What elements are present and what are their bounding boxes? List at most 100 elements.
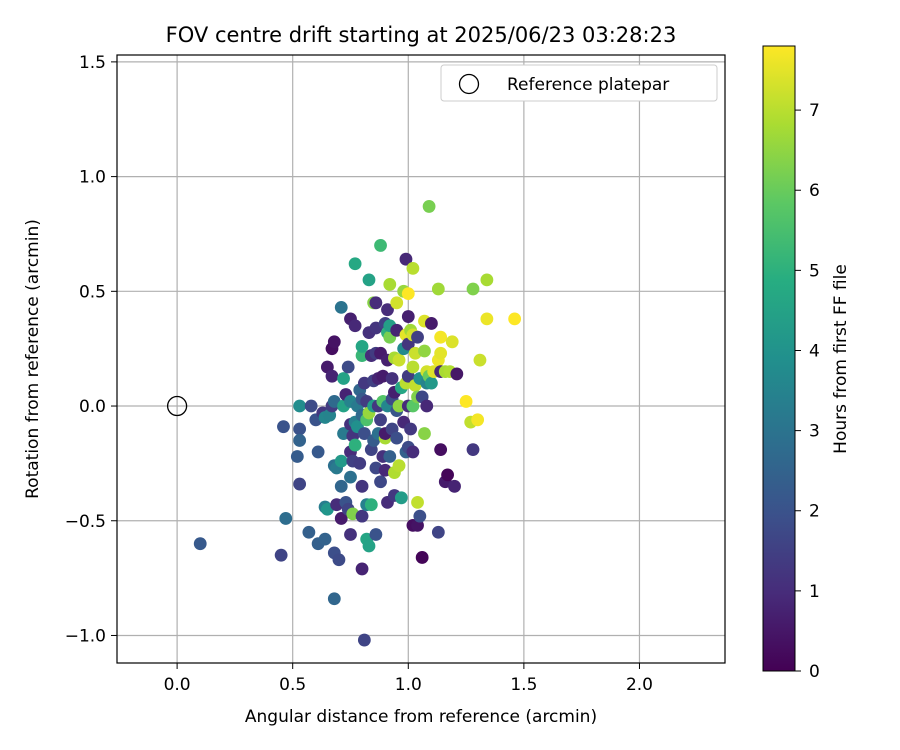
scatter-point xyxy=(480,312,494,326)
scatter-point xyxy=(385,372,399,385)
scatter-point xyxy=(431,282,445,296)
scatter-point xyxy=(418,344,431,358)
scatter-point xyxy=(394,491,408,505)
scatter-point xyxy=(471,413,485,427)
colorbar-tick-label: 0 xyxy=(809,662,820,682)
scatter-point xyxy=(480,273,494,287)
scatter-point xyxy=(348,438,362,452)
scatter-point xyxy=(318,532,332,546)
scatter-point xyxy=(390,431,404,445)
scatter-point xyxy=(425,376,438,390)
colorbar-tick-label: 7 xyxy=(809,101,820,121)
scatter-point xyxy=(425,317,438,330)
y-axis-label: Rotation from reference (arcmin) xyxy=(23,219,43,499)
scatter-point xyxy=(374,475,387,489)
scatter-point xyxy=(357,633,371,647)
scatter-point xyxy=(332,553,346,567)
scatter-point xyxy=(434,443,448,457)
scatter-point xyxy=(399,252,413,266)
scatter-point xyxy=(337,372,350,385)
y-tick-label: 0.5 xyxy=(79,282,106,302)
scatter-point xyxy=(466,282,480,296)
scatter-point xyxy=(327,592,341,606)
scatter-point xyxy=(348,257,362,271)
scatter-point xyxy=(390,296,404,310)
scatter-point xyxy=(293,434,307,447)
x-tick-label: 1.0 xyxy=(395,675,422,695)
scatter-point xyxy=(466,443,480,457)
scatter-point xyxy=(341,360,355,374)
scatter-point xyxy=(441,468,454,482)
x-tick-label: 2.0 xyxy=(626,675,653,695)
colorbar-tick-label: 5 xyxy=(809,261,820,281)
colorbar-tick-label: 4 xyxy=(809,341,820,361)
y-tick-label: 0.0 xyxy=(79,397,106,417)
colorbar-tick-label: 6 xyxy=(809,181,820,201)
scatter-point xyxy=(274,548,288,562)
x-tick-label: 1.5 xyxy=(510,675,537,695)
scatter-point xyxy=(369,528,383,541)
scatter-point xyxy=(304,399,318,413)
x-axis-ticks: 0.0 0.5 1.0 1.5 2.0 xyxy=(164,663,653,695)
scatter-point xyxy=(355,509,369,523)
scatter-point xyxy=(374,239,387,252)
scatter-point xyxy=(334,512,348,525)
scatter-point xyxy=(362,273,376,287)
plot-frame xyxy=(116,54,726,664)
scatter-point xyxy=(369,296,383,310)
scatter-point xyxy=(406,360,420,374)
scatter-point xyxy=(381,303,394,317)
legend-open-circle-icon xyxy=(458,73,480,95)
scatter-point xyxy=(401,287,415,301)
scatter-point xyxy=(348,319,362,333)
legend: Reference platepar xyxy=(440,64,718,102)
scatter-point xyxy=(383,278,397,291)
colorbar-tick-label: 3 xyxy=(809,422,820,442)
scatter-point xyxy=(364,498,378,512)
scatter-point xyxy=(355,349,369,362)
y-tick-label: 1.0 xyxy=(79,168,106,188)
scatter-point xyxy=(325,369,339,383)
scatter-point xyxy=(293,422,307,436)
y-axis-ticks: −1.0 −0.5 0.0 0.5 1.0 1.5 xyxy=(65,53,117,646)
scatter-point xyxy=(448,479,461,493)
x-tick-label: 0.5 xyxy=(279,675,306,695)
reference-marker-group xyxy=(166,395,188,417)
scatter-point xyxy=(413,509,427,523)
chart-title: FOV centre drift starting at 2025/06/23 … xyxy=(166,23,677,47)
scatter-points xyxy=(193,200,522,647)
scatter-point xyxy=(290,450,304,463)
scatter-point xyxy=(459,395,473,408)
scatter-point xyxy=(508,312,522,326)
scatter-point xyxy=(401,310,415,323)
scatter-point xyxy=(193,537,207,551)
scatter-point xyxy=(277,420,290,434)
scatter-point xyxy=(334,454,348,468)
colorbar-tick-label: 1 xyxy=(809,582,820,602)
scatter-point xyxy=(420,399,434,413)
scatter-point xyxy=(415,551,429,564)
y-tick-label: −1.0 xyxy=(65,626,106,646)
scatter-point xyxy=(362,539,376,553)
scatter-point xyxy=(327,335,341,349)
scatter-point xyxy=(383,450,397,463)
x-axis-label: Angular distance from reference (arcmin) xyxy=(245,707,597,727)
legend-box xyxy=(440,64,718,102)
scatter-point xyxy=(422,200,436,213)
legend-label: Reference platepar xyxy=(507,75,669,95)
scatter-point xyxy=(411,330,424,344)
scatter-point xyxy=(353,456,367,470)
scatter-point xyxy=(404,422,417,436)
grid-lines xyxy=(117,55,725,663)
scatter-point xyxy=(418,427,431,440)
scatter-point xyxy=(434,346,448,360)
scatter-point xyxy=(374,413,387,427)
scatter-point xyxy=(355,479,369,493)
scatter-point xyxy=(406,261,420,275)
colorbar-label: Hours from first FF file xyxy=(831,264,851,454)
scatter-point xyxy=(344,528,357,541)
scatter-point xyxy=(473,353,487,367)
y-tick-label: 1.5 xyxy=(79,53,106,73)
scatter-point xyxy=(450,367,464,381)
